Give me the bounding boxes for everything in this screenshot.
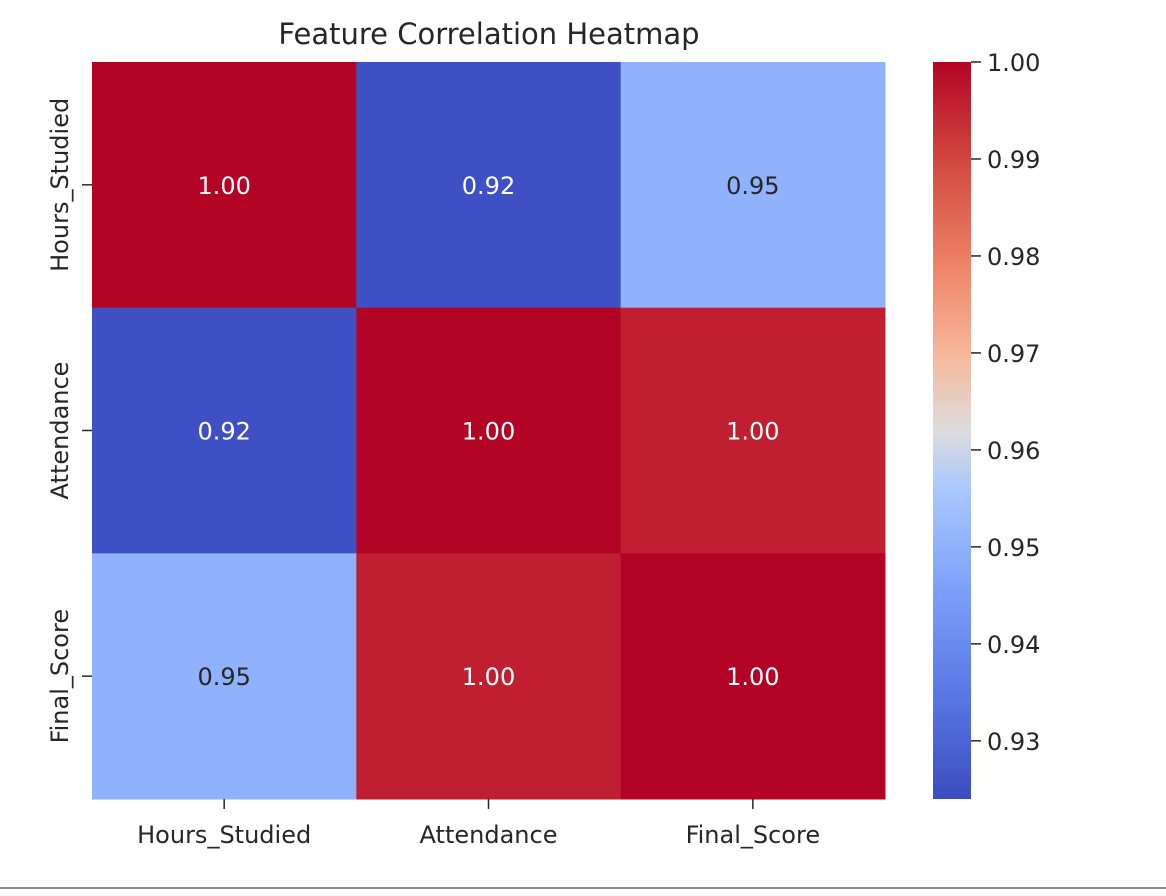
chart-title: Feature Correlation Heatmap — [278, 17, 699, 51]
heatmap-cell-r1-c1 — [356, 307, 622, 554]
cell-annotations: 1.00 0.92 0.95 0.92 1.00 1.00 0.95 1.00 1.00 — [197, 172, 779, 691]
cell-annotation-r2-c0: 0.95 — [197, 663, 250, 691]
cell-annotation-r1-c2: 1.00 — [726, 418, 779, 446]
x-axis: Hours_Studied Attendance Final_Score — [137, 799, 820, 849]
colorbar-tick-label-1: 0.94 — [987, 631, 1040, 659]
colorbar-tick-label-7: 1.00 — [987, 49, 1040, 77]
heatmap-cells — [92, 62, 886, 800]
x-tick-label-1: Attendance — [420, 821, 558, 849]
heatmap-cell-r2-c1 — [356, 553, 622, 800]
x-tick-label-2: Final_Score — [686, 821, 821, 849]
cell-annotation-r0-c2: 0.95 — [726, 172, 779, 200]
heatmap-cell-r2-c0 — [92, 553, 357, 800]
y-tick-label-0: Hours_Studied — [46, 98, 74, 272]
heatmap-cell-r0-c1 — [356, 62, 622, 309]
cell-annotation-r0-c1: 0.92 — [462, 172, 515, 200]
cell-annotation-r2-c1: 1.00 — [462, 663, 515, 691]
colorbar-tick-label-0: 0.93 — [987, 728, 1040, 756]
x-tick-label-0: Hours_Studied — [137, 821, 311, 849]
y-tick-label-1: Attendance — [46, 362, 74, 500]
colorbar-tick-label-4: 0.97 — [987, 340, 1040, 368]
heatmap-cell-r1-c2 — [620, 307, 886, 554]
heatmap-cell-r2-c2 — [620, 553, 886, 800]
cell-annotation-r1-c1: 1.00 — [462, 418, 515, 446]
colorbar-tick-label-6: 0.99 — [987, 146, 1040, 174]
colorbar-ticks: 0.93 0.94 0.95 0.96 0.97 0.98 0.99 1.00 — [971, 49, 1040, 756]
heatmap-cell-r1-c0 — [92, 307, 357, 554]
colorbar-tick-label-5: 0.98 — [987, 243, 1040, 271]
colorbar — [933, 62, 971, 799]
bottom-divider — [0, 887, 1166, 889]
colorbar-tick-label-2: 0.95 — [987, 534, 1040, 562]
cell-annotation-r1-c0: 0.92 — [197, 418, 250, 446]
heatmap-cell-r0-c2 — [620, 62, 886, 309]
cell-annotation-r2-c2: 1.00 — [726, 663, 779, 691]
y-tick-label-2: Final_Score — [46, 609, 74, 744]
cell-annotation-r0-c0: 1.00 — [197, 172, 250, 200]
colorbar-tick-label-3: 0.96 — [987, 437, 1040, 465]
heatmap-cell-r0-c0 — [92, 62, 357, 309]
y-axis: Hours_Studied Attendance Final_Score — [46, 98, 92, 744]
